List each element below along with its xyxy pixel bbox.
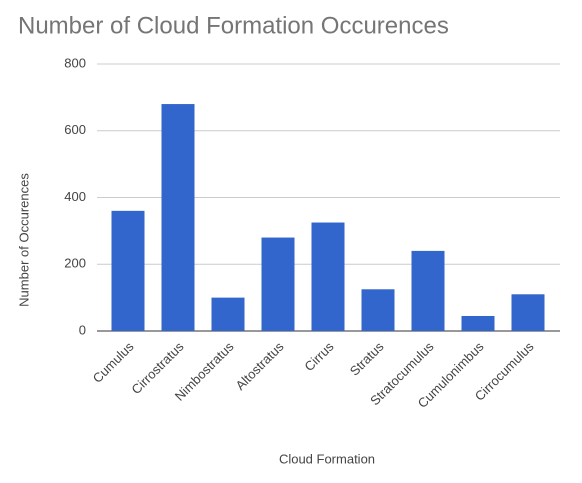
x-axis-title: Cloud Formation — [279, 451, 375, 466]
x-tick-label: Altostratus — [233, 339, 287, 393]
bar — [461, 315, 495, 331]
y-tick-label: 200 — [64, 256, 86, 271]
x-tick-label: Stratus — [347, 339, 387, 379]
y-tick-label: 600 — [64, 122, 86, 137]
bar — [161, 104, 195, 331]
bar — [411, 250, 445, 331]
bar — [211, 297, 245, 331]
bar — [111, 210, 145, 331]
bar — [311, 222, 345, 331]
y-axis-title: Number of Occurences — [16, 173, 31, 307]
bar — [261, 237, 295, 331]
y-tick-label: 400 — [64, 189, 86, 204]
bar — [511, 294, 545, 331]
x-tick-label: Cumulus — [90, 339, 137, 386]
x-tick-label: Cirrus — [301, 339, 336, 374]
bar — [361, 289, 395, 331]
y-tick-label: 0 — [79, 322, 86, 337]
chart-title: Number of Cloud Formation Occurences — [18, 12, 449, 39]
y-tick-label: 800 — [64, 55, 86, 70]
